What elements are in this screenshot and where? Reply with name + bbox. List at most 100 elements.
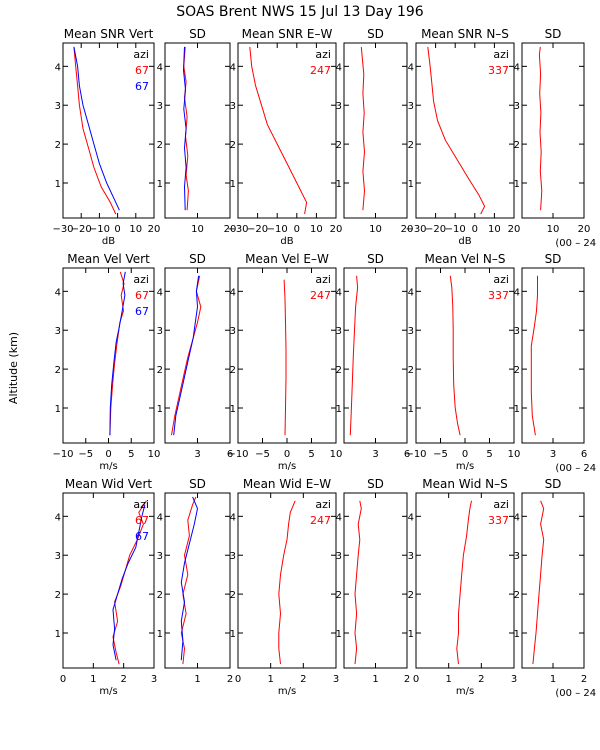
x-tick-label: 0 (472, 224, 478, 235)
plot-frame (343, 492, 408, 669)
x-tick-label: −10 (445, 224, 466, 235)
series-line-blue (182, 46, 187, 211)
panel-title: Mean Vel E–W (245, 252, 329, 266)
y-tick-label: 3 (157, 551, 163, 562)
x-tick-label: 1 (372, 674, 378, 685)
panel-r0-c3: SD 1 2 3 4 10 20 (336, 27, 414, 235)
plot-frame (521, 42, 585, 219)
y-tick-label: 3 (230, 326, 236, 337)
series-line-blue (73, 46, 120, 211)
panel-title: SD (189, 252, 206, 266)
plot-frame (237, 42, 337, 219)
y-tick-label: 1 (157, 179, 163, 190)
x-tick-label: 6 (404, 449, 410, 460)
panel-r0-c1: SD 1 2 3 4 10 20 (157, 27, 237, 235)
legend-entry-red: 67 (135, 289, 149, 302)
x-tick-label: 0 (114, 224, 120, 235)
series-line-red (349, 275, 359, 436)
x-axis-label: m/s (99, 461, 117, 472)
legend-entry-red: 247 (310, 64, 331, 77)
legend-entry-blue: 67 (135, 530, 149, 543)
x-axis-label: m/s (99, 686, 117, 697)
legend-header: azi (133, 48, 149, 61)
panel-r2-c0: Mean Wid Vert 1 2 3 4 0 1 2 3 m/s azi 67 67 (55, 477, 158, 697)
legend-header: azi (493, 273, 509, 286)
y-tick-label: 4 (230, 62, 236, 73)
x-tick-label: 10 (191, 224, 204, 235)
series-line-red (171, 275, 202, 436)
y-tick-label: 3 (408, 326, 414, 337)
x-tick-label: 2 (404, 674, 410, 685)
y-tick-label: 2 (55, 365, 61, 376)
x-tick-label: 3 (151, 674, 157, 685)
x-tick-label: −30 (227, 224, 248, 235)
panel-title: SD (545, 27, 562, 41)
legend-entry-red: 337 (488, 289, 509, 302)
series-line-red (538, 46, 543, 211)
x-tick-label: 1 (550, 674, 556, 685)
y-tick-label: 1 (230, 179, 236, 190)
panel-title: SD (545, 477, 562, 491)
y-tick-label: 4 (514, 287, 520, 298)
x-tick-label: 6 (227, 449, 233, 460)
panel-r2-c1: SD 1 2 3 4 1 2 (157, 477, 234, 685)
y-tick-label: 2 (55, 590, 61, 601)
figure-title: SOAS Brent NWS 15 Jul 13 Day 196 (176, 4, 423, 20)
x-tick-label: 10 (310, 224, 323, 235)
y-tick-label: 2 (336, 140, 342, 151)
x-tick-label: 2 (300, 674, 306, 685)
y-tick-label: 1 (230, 404, 236, 415)
legend-entry-red: 337 (488, 64, 509, 77)
panel-r2-c3: SD 1 2 3 4 1 2 (336, 477, 411, 685)
legend-header: azi (493, 498, 509, 511)
x-tick-label: −10 (52, 449, 73, 460)
series-line-red (73, 46, 117, 215)
y-tick-label: 1 (336, 629, 342, 640)
y-tick-label: 4 (336, 512, 342, 523)
legend-header: azi (493, 48, 509, 61)
x-tick-label: 1 (90, 674, 96, 685)
y-tick-label: 2 (157, 365, 163, 376)
y-tick-label: 1 (55, 629, 61, 640)
x-tick-label: −20 (247, 224, 268, 235)
time-range-note: (00 – 24 UT) (555, 688, 600, 699)
panel-r0-c5: SD 1 2 3 4 10 20 (00 – 24 UT) (514, 27, 600, 249)
x-tick-label: −30 (405, 224, 426, 235)
series-line-blue (112, 504, 146, 661)
x-tick-label: 0 (105, 449, 111, 460)
x-tick-label: 1 (445, 674, 451, 685)
series-line-red (427, 46, 486, 215)
x-tick-label: 2 (120, 674, 126, 685)
y-tick-label: 1 (514, 629, 520, 640)
y-tick-label: 4 (514, 62, 520, 73)
y-tick-label: 4 (55, 287, 61, 298)
y-tick-label: 4 (514, 512, 520, 523)
x-tick-label: 0 (235, 674, 241, 685)
series-line-red (360, 46, 366, 211)
x-tick-label: 6 (581, 449, 587, 460)
panel-r2-c5: SD 1 2 3 4 1 2 (00 – 24 UT) (514, 477, 600, 699)
y-tick-label: 4 (55, 512, 61, 523)
x-tick-label: −10 (89, 224, 110, 235)
y-tick-label: 2 (157, 140, 163, 151)
panel-title: Mean Wid N–S (422, 477, 507, 491)
y-tick-label: 1 (408, 629, 414, 640)
panel-title: SD (367, 477, 384, 491)
plot-frame (521, 492, 585, 669)
x-tick-label: −10 (227, 449, 248, 460)
plot-frame (415, 492, 515, 669)
y-axis-label: Altitude (km) (7, 332, 20, 404)
y-tick-label: 2 (157, 590, 163, 601)
plot-frame (62, 42, 155, 219)
panel-r1-c3: SD 1 2 3 4 3 6 (336, 252, 411, 460)
y-tick-label: 2 (230, 140, 236, 151)
y-tick-label: 1 (336, 179, 342, 190)
y-tick-label: 4 (408, 62, 414, 73)
panel-title: Mean Wid E–W (243, 477, 331, 491)
x-tick-label: 2 (227, 674, 233, 685)
y-tick-label: 3 (157, 101, 163, 112)
x-tick-label: 5 (128, 449, 134, 460)
y-tick-label: 3 (55, 551, 61, 562)
panel-r1-c2: Mean Vel E–W 1 2 3 4 −10 −5 0 5 10 m/s azi 247 (227, 252, 342, 472)
panel-r0-c0: Mean SNR Vert 1 2 3 4 −30−20−10 0 10 20 dB azi 67 67 (52, 27, 160, 247)
